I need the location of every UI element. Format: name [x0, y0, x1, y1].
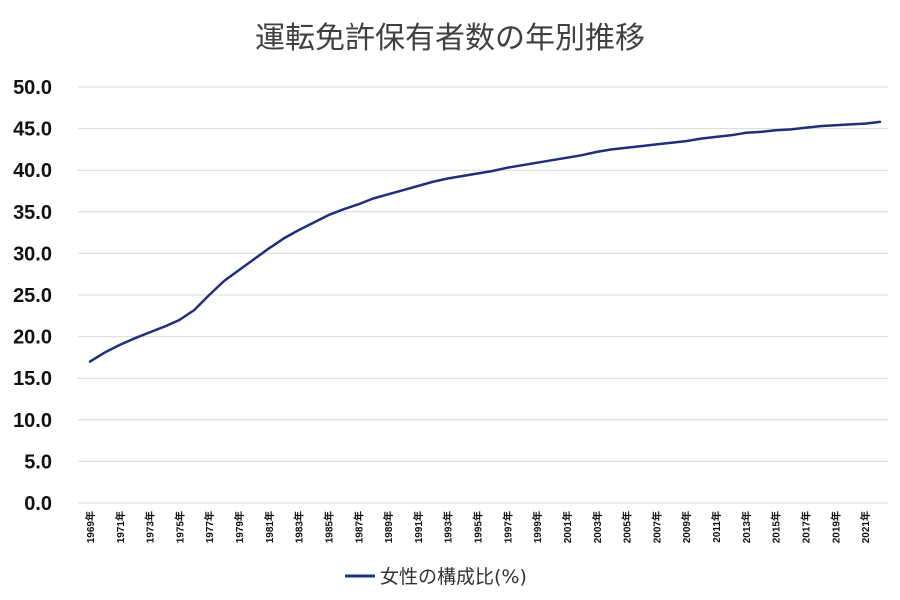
legend: 女性の構成比(%) [345, 566, 527, 588]
x-tick-label: 1997年 [501, 511, 514, 543]
x-tick-label: 2017年 [799, 511, 812, 543]
chart-title: 運転免許保有者数の年別推移 [255, 21, 645, 56]
x-tick-label: 1993年 [442, 511, 455, 543]
x-tick-label: 1999年 [531, 511, 544, 543]
x-tick-label: 1969年 [84, 511, 97, 543]
x-tick-label: 1977年 [203, 511, 216, 543]
y-tick-label: 10.0 [13, 410, 52, 432]
legend-label: 女性の構成比(%) [380, 566, 527, 588]
series-line [88, 120, 882, 363]
x-tick-label: 1979年 [233, 511, 246, 543]
x-tick-label: 1975年 [173, 511, 186, 543]
x-tick-label: 1989年 [382, 511, 395, 543]
x-tick-label: 1983年 [293, 511, 306, 543]
x-tick-label: 2021年 [859, 511, 872, 543]
x-axis: 1969年 1971年 1973年 1975年 1977年 1979年 1981年 1983年… [84, 511, 872, 543]
y-tick-label: 5.0 [24, 451, 52, 473]
x-tick-label: 2013年 [740, 511, 753, 543]
x-tick-label: 1995年 [472, 511, 485, 543]
y-tick-label: 40.0 [13, 160, 52, 182]
x-tick-label: 2011年 [710, 511, 723, 543]
y-tick-label: 50.0 [13, 77, 52, 99]
y-tick-label: 20.0 [13, 327, 52, 349]
y-tick-label: 45.0 [13, 119, 52, 141]
series-layer [88, 120, 882, 363]
x-tick-label: 2007年 [650, 511, 663, 543]
y-tick-label: 0.0 [24, 493, 52, 515]
x-tick-label: 1981年 [263, 511, 276, 543]
x-tick-label: 1971年 [114, 511, 127, 543]
y-tick-label: 30.0 [13, 243, 52, 265]
x-tick-label: 2003年 [591, 511, 604, 543]
x-tick-label: 2019年 [829, 511, 842, 543]
x-tick-label: 2009年 [680, 511, 693, 543]
x-tick-label: 1991年 [412, 511, 425, 543]
x-tick-label: 2015年 [770, 511, 783, 543]
x-tick-label: 1973年 [144, 511, 157, 543]
y-axis: 0.0 5.0 10.0 15.0 20.0 25.0 30.0 35.0 40.0 45.0 50… [13, 77, 52, 515]
y-tick-label: 15.0 [13, 368, 52, 390]
gridlines [78, 86, 888, 504]
x-tick-label: 2001年 [561, 511, 574, 543]
x-tick-label: 2005年 [621, 511, 634, 543]
y-tick-label: 35.0 [13, 202, 52, 224]
y-tick-label: 25.0 [13, 285, 52, 307]
x-tick-label: 1987年 [352, 511, 365, 543]
x-tick-label: 1985年 [322, 511, 335, 543]
